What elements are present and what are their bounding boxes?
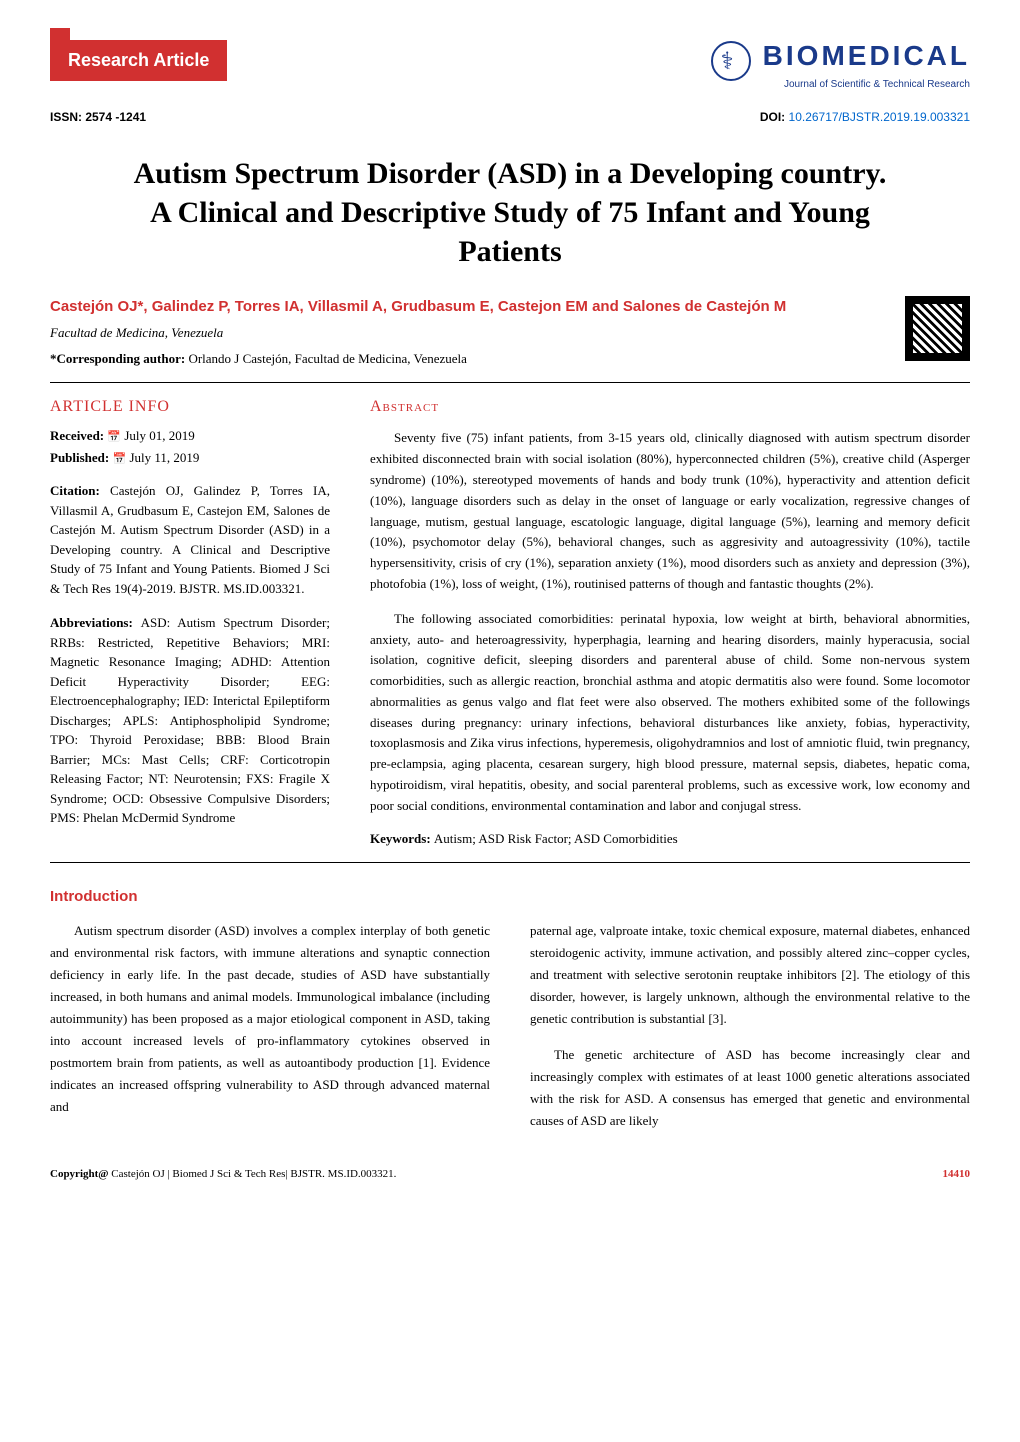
received-label: Received: <box>50 428 104 443</box>
corresponding: *Corresponding author: Orlando J Castejó… <box>50 351 885 367</box>
abbrev-label: Abbreviations: <box>50 615 141 630</box>
keywords-text: Autism; ASD Risk Factor; ASD Comorbiditi… <box>434 831 678 846</box>
page-number: 14410 <box>943 1168 971 1180</box>
qr-code-icon <box>905 296 970 361</box>
article-info-col: ARTICLE INFO Received: 📅 July 01, 2019 P… <box>50 398 330 846</box>
divider <box>50 862 970 863</box>
doi-label: DOI: <box>760 110 789 124</box>
calendar-icon: 📅 <box>107 431 121 443</box>
published-date: July 11, 2019 <box>129 450 199 465</box>
body-columns: Autism spectrum disorder (ASD) involves … <box>50 920 970 1133</box>
corresponding-text: Orlando J Castejón, Facultad de Medicina… <box>188 351 466 366</box>
divider <box>50 382 970 383</box>
received-date: July 01, 2019 <box>124 428 194 443</box>
abstract-heading: Abstract <box>370 398 970 416</box>
info-abstract-row: ARTICLE INFO Received: 📅 July 01, 2019 P… <box>50 398 970 846</box>
article-info-heading: ARTICLE INFO <box>50 398 330 416</box>
abstract-col: Abstract Seventy five (75) infant patien… <box>370 398 970 846</box>
authors-row: Castejón OJ*, Galindez P, Torres IA, Vil… <box>50 296 970 367</box>
intro-p2b: The genetic architecture of ASD has beco… <box>530 1044 970 1132</box>
body-col-right: paternal age, valproate intake, toxic ch… <box>530 920 970 1133</box>
intro-p1: Autism spectrum disorder (ASD) involves … <box>50 920 490 1119</box>
published-row: Published: 📅 July 11, 2019 <box>50 450 330 466</box>
issn: ISSN: 2574 -1241 <box>50 110 146 124</box>
corresponding-label: *Corresponding author: <box>50 351 188 366</box>
abbrev-text: ASD: Autism Spectrum Disorder; RRBs: Res… <box>50 615 330 825</box>
intro-p2a: paternal age, valproate intake, toxic ch… <box>530 920 970 1030</box>
abstract-p1: Seventy five (75) infant patients, from … <box>370 428 970 594</box>
abstract-p2: The following associated comorbidities: … <box>370 609 970 817</box>
doi-link[interactable]: 10.26717/BJSTR.2019.19.003321 <box>789 110 970 124</box>
footer: Copyright@ Castejón OJ | Biomed J Sci & … <box>50 1168 970 1180</box>
keywords-row: Keywords: Autism; ASD Risk Factor; ASD C… <box>370 831 970 847</box>
body-col-left: Autism spectrum disorder (ASD) involves … <box>50 920 490 1133</box>
citation-block: Citation: Castejón OJ, Galindez P, Torre… <box>50 481 330 598</box>
journal-name: BIOMEDICAL <box>763 40 970 71</box>
header-bar: Research Article BIOMEDICAL Journal of S… <box>50 40 970 90</box>
journal-logo: BIOMEDICAL Journal of Scientific & Techn… <box>711 40 970 90</box>
calendar-icon: 📅 <box>113 453 127 465</box>
abbreviations-block: Abbreviations: ASD: Autism Spectrum Diso… <box>50 613 330 828</box>
doi-block: DOI: 10.26717/BJSTR.2019.19.003321 <box>760 110 970 124</box>
copyright-text: Castejón OJ | Biomed J Sci & Tech Res| B… <box>111 1168 396 1180</box>
copyright-label: Copyright@ <box>50 1168 111 1180</box>
keywords-label: Keywords: <box>370 831 434 846</box>
authors: Castejón OJ*, Galindez P, Torres IA, Vil… <box>50 296 885 317</box>
introduction-heading: Introduction <box>50 888 970 905</box>
affiliation: Facultad de Medicina, Venezuela <box>50 325 885 341</box>
article-title: Autism Spectrum Disorder (ASD) in a Deve… <box>130 154 890 271</box>
meta-row: ISSN: 2574 -1241 DOI: 10.26717/BJSTR.201… <box>50 110 970 124</box>
journal-logo-icon <box>711 41 751 81</box>
copyright-block: Copyright@ Castejón OJ | Biomed J Sci & … <box>50 1168 396 1180</box>
authors-block: Castejón OJ*, Galindez P, Torres IA, Vil… <box>50 296 885 367</box>
received-row: Received: 📅 July 01, 2019 <box>50 428 330 444</box>
citation-label: Citation: <box>50 483 110 498</box>
published-label: Published: <box>50 450 109 465</box>
article-type-badge: Research Article <box>50 40 227 81</box>
citation-text: Castejón OJ, Galindez P, Torres IA, Vill… <box>50 483 330 596</box>
